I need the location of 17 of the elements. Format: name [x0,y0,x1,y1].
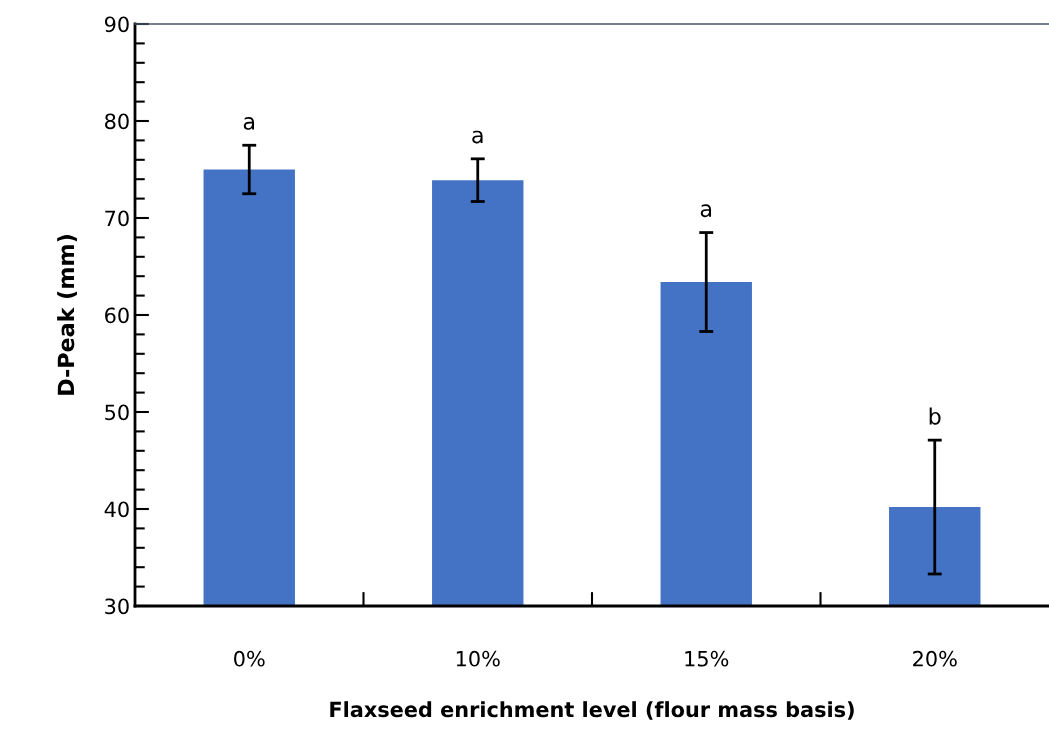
annotation: a [472,130,483,144]
y-tick-label: 60 [105,307,129,324]
y-tick-label: 30 [105,598,129,615]
annotation: a [700,204,712,218]
x-tick-label: 20% [913,650,957,667]
x-tick-label: 0% [234,650,265,667]
y-tick-label: 70 [105,210,129,227]
x-tick-label: 15% [685,650,729,667]
y-axis-title: D-Peak (mm) [57,235,77,395]
y-tick-label: 40 [104,501,129,518]
y-tick-label: 50 [105,404,129,421]
annotation: b [929,407,941,425]
y-tick-label: 90 [104,16,129,33]
x-axis-title: Flaxseed enrichment level (flour mass basis) [330,701,854,720]
y-tick-label: 80 [105,113,129,130]
annotation: a [243,117,255,130]
x-tick-label: 10% [456,650,500,667]
